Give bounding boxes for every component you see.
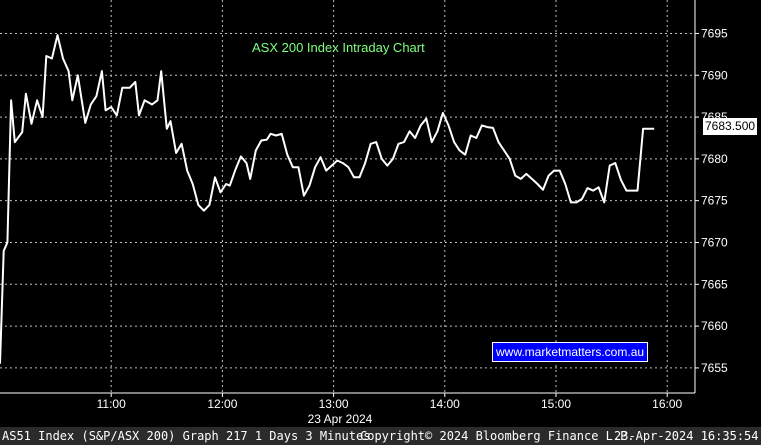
chart-title: ASX 200 Index Intraday Chart [252,40,425,55]
x-tick-label: 14:00 [430,397,460,411]
intraday-line-chart: 765576607665767076757680768576907695 11:… [0,0,728,426]
watermark-link[interactable]: www.marketmatters.com.au [492,342,649,362]
footer-copyright: Copyright© 2024 Bloomberg Finance L.P. [360,429,635,443]
x-tick-label: 15:00 [541,397,571,411]
footer-timestamp: 23-Apr-2024 16:35:54 [614,429,759,443]
grid-lines [0,0,695,393]
last-price-label: 7683.500 [703,118,758,135]
footer-bar: AS51 Index (S&P/ASX 200) Graph 217 1 Day… [0,427,761,445]
x-axis-ticks: 11:00 12:00 13:00 14:00 15:00 16:00 [97,393,683,411]
y-tick-label: 7655 [701,361,728,375]
plot-area [0,0,695,393]
axes [0,0,696,394]
y-tick-label: 7675 [701,194,728,208]
y-tick-label: 7660 [701,319,728,333]
y-tick-label: 7695 [701,26,728,40]
series-line-asx200 [0,34,655,364]
x-tick-label: 13:00 [319,397,349,411]
x-tick-label: 16:00 [652,397,682,411]
x-tick-label: 11:00 [97,397,126,411]
x-tick-label: 12:00 [207,397,237,411]
y-tick-label: 7670 [701,235,728,249]
y-tick-label: 7665 [701,277,728,291]
x-axis-date-label: 23 Apr 2024 [308,412,373,426]
y-axis-ticks: 765576607665767076757680768576907695 [695,26,728,375]
y-tick-label: 7690 [701,68,728,82]
footer-security-info: AS51 Index (S&P/ASX 200) Graph 217 1 Day… [2,429,371,443]
y-tick-label: 7680 [701,152,728,166]
